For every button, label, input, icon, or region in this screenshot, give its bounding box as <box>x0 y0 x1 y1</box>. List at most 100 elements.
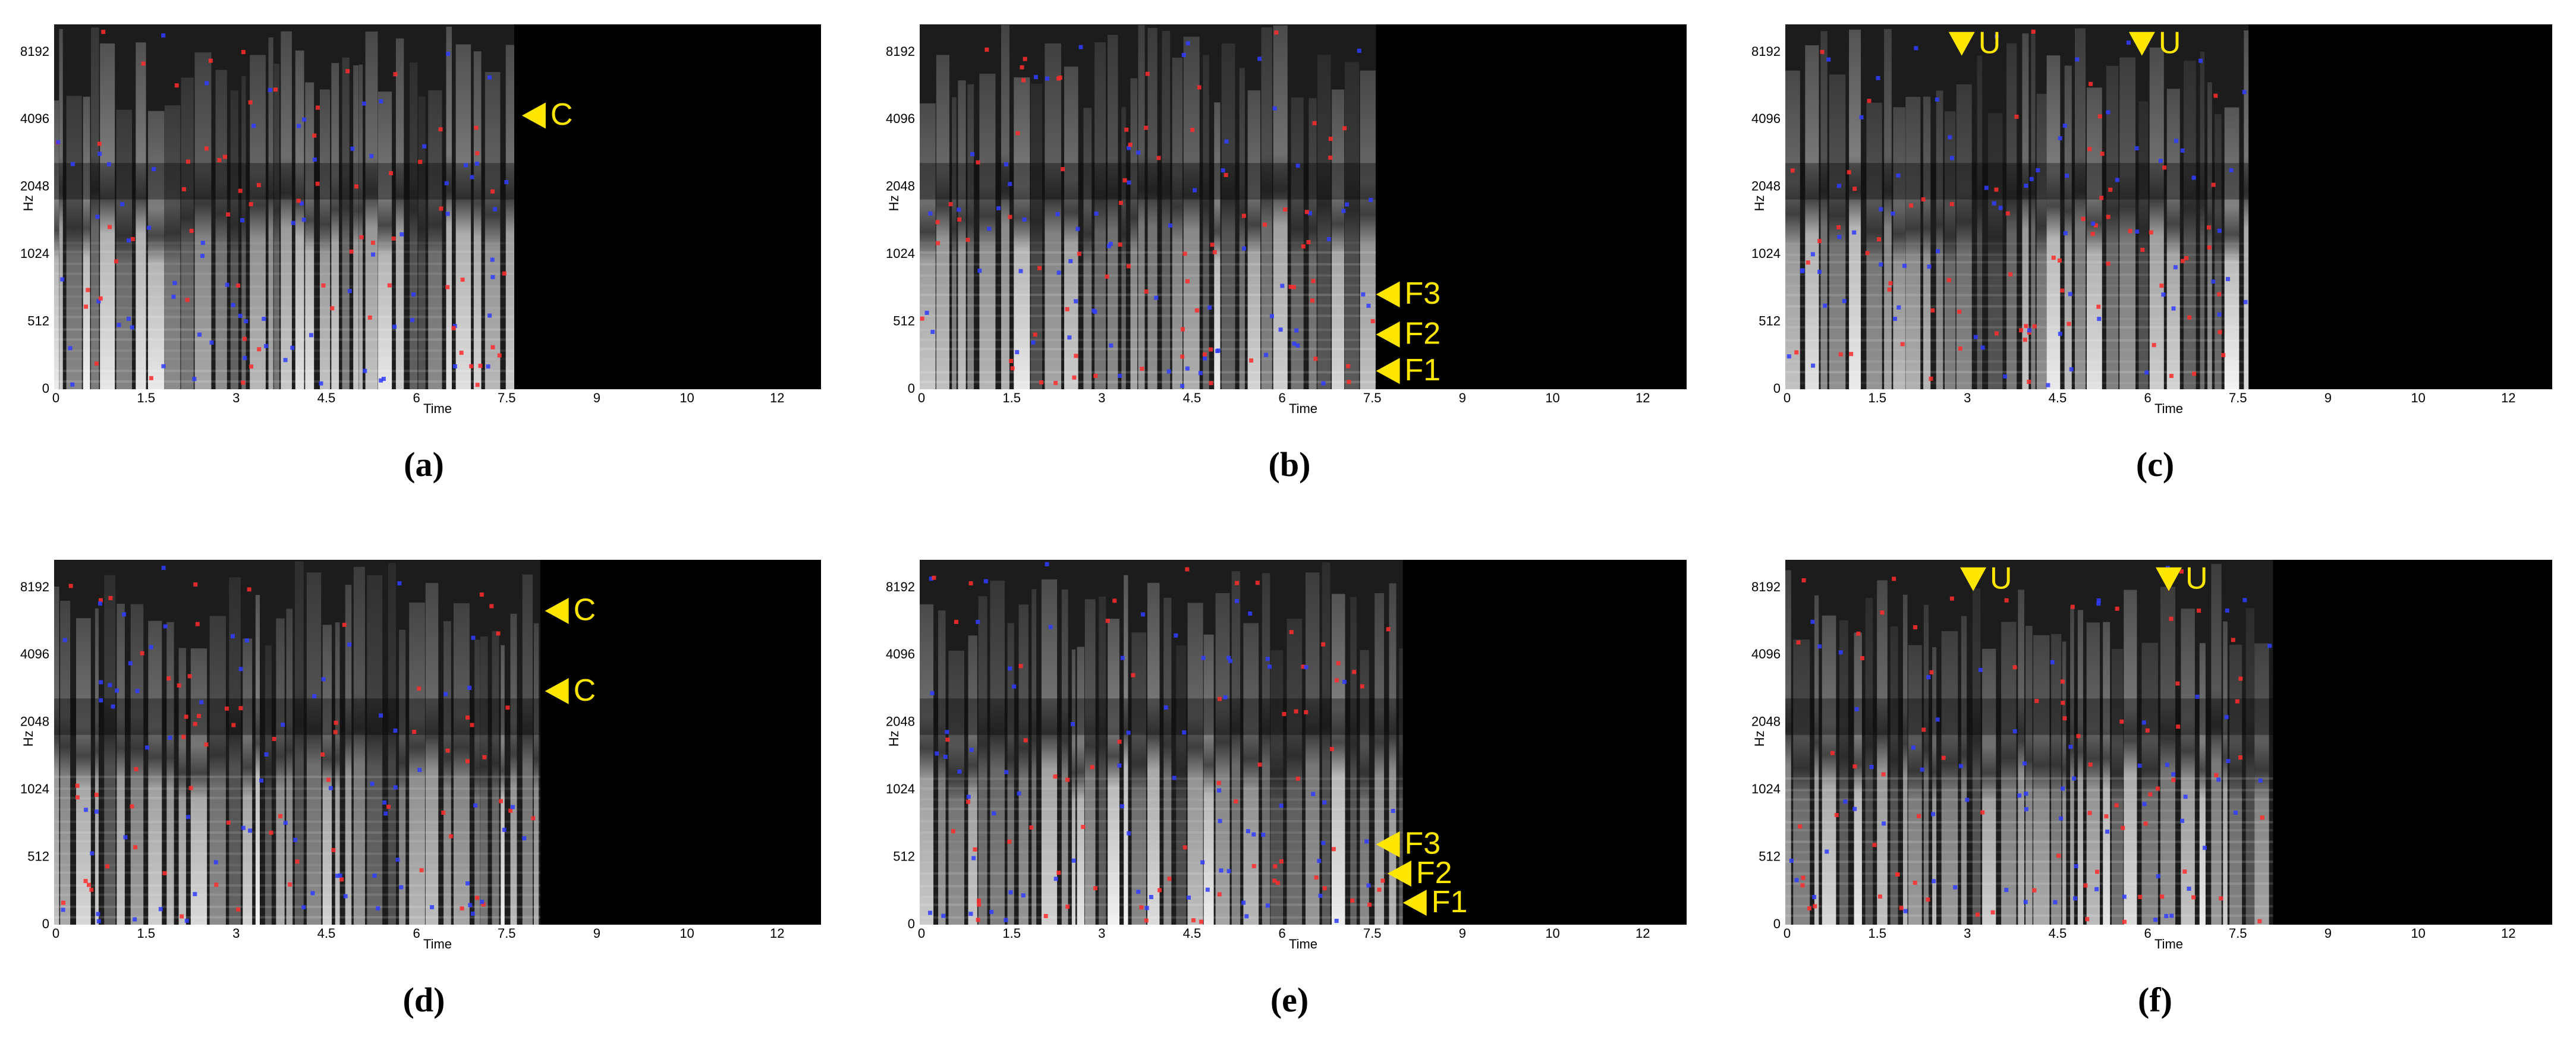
spectrogram-point <box>2031 29 2036 34</box>
spectrogram-point <box>94 792 99 797</box>
x-tick-label: 7.5 <box>2229 390 2247 405</box>
spectrogram-point <box>954 620 958 625</box>
y-tick-label: 8192 <box>1751 44 1781 59</box>
spectrogram-point <box>1278 327 1283 332</box>
spectrogram-texture <box>1785 570 1791 925</box>
spectrogram-texture <box>1084 599 1096 925</box>
spectrogram-point <box>347 289 352 294</box>
spectrogram-texture <box>474 639 480 925</box>
spectrogram-texture <box>1785 261 2249 264</box>
spectrogram-point <box>226 212 231 217</box>
spectrogram-point <box>283 821 288 825</box>
spectrogram-point <box>387 283 392 288</box>
spectrogram-point <box>181 735 186 739</box>
spectrogram-point <box>61 907 65 912</box>
spectrogram-point <box>444 692 448 696</box>
spectrogram-point <box>2115 178 2119 182</box>
spectrogram-point <box>2171 778 2176 783</box>
spectrogram-texture <box>1785 285 2249 288</box>
spectrogram-point <box>2097 317 2102 321</box>
x-tick-label: 10 <box>2411 390 2425 405</box>
spectrogram-point <box>1796 640 1801 645</box>
spectrogram-point <box>445 748 450 753</box>
spectrogram-point <box>1946 278 1951 282</box>
spectrogram-texture <box>190 648 207 925</box>
spectrogram-texture <box>117 604 125 925</box>
spectrogram-point <box>920 316 924 321</box>
spectrogram-point <box>345 69 350 74</box>
spectrogram-point <box>1094 211 1099 216</box>
spectrogram-point <box>2148 792 2153 797</box>
spectrogram-texture <box>353 566 365 925</box>
spectrogram-point <box>1920 767 1924 772</box>
spectrogram-point <box>493 207 498 212</box>
spectrogram-point <box>2096 598 2101 603</box>
spectrogram-texture <box>1923 96 1931 389</box>
spectrogram-texture <box>181 77 194 389</box>
spectrogram-point <box>1126 730 1131 735</box>
x-tick-label: 9 <box>593 390 600 405</box>
spectrogram-point <box>465 759 470 764</box>
spectrogram-point <box>133 917 137 922</box>
spectrogram-point <box>1865 251 1870 256</box>
spectrogram-point <box>487 75 492 80</box>
spectrogram-point <box>1836 184 1841 188</box>
spectrogram-point <box>347 642 352 647</box>
spectrogram-point <box>2032 888 2037 893</box>
spectrogram-point <box>241 825 246 830</box>
spectrogram-texture <box>54 163 514 200</box>
spectrogram-texture <box>1203 634 1214 925</box>
spectrogram-point <box>1163 705 1168 710</box>
spectrogram-point <box>1794 878 1799 882</box>
spectrogram-point <box>339 877 344 882</box>
y-tick-label: 0 <box>908 381 915 396</box>
spectrogram-point <box>2046 383 2050 387</box>
spectrogram-point <box>1903 909 1908 913</box>
spectrogram-point <box>1065 307 1070 311</box>
spectrogram-point <box>1136 150 1141 155</box>
caption: (c) <box>2136 445 2174 484</box>
y-tick-label: 2048 <box>1751 179 1781 194</box>
spectrogram-point <box>213 860 218 865</box>
spectrogram-point <box>1973 335 1978 339</box>
spectrogram-point <box>1004 918 1008 922</box>
x-tick-label: 7.5 <box>1363 390 1382 405</box>
spectrogram-point <box>1949 596 1954 601</box>
spectrogram-point <box>2093 223 2098 228</box>
spectrogram-point <box>976 160 980 165</box>
spectrogram-texture <box>1785 348 2249 351</box>
spectrogram-point <box>2024 324 2028 329</box>
spectrogram-point <box>238 188 243 193</box>
spectrogram-point <box>1838 352 1843 357</box>
spectrogram-point <box>369 154 374 159</box>
spectrogram-point <box>2097 114 2102 119</box>
spectrogram-texture <box>1785 914 2273 917</box>
spectrogram-point <box>470 723 474 727</box>
spectrogram-point <box>2171 772 2176 777</box>
spectrogram-point <box>1975 912 1980 917</box>
spectrogram-point <box>108 225 112 229</box>
spectrogram-texture <box>1785 698 2273 735</box>
spectrogram-point <box>130 804 134 809</box>
spectrogram-point <box>1879 262 1883 267</box>
spectrogram-texture <box>1982 648 1996 925</box>
annotation-arrow <box>1948 31 1975 56</box>
spectrogram-point <box>1314 875 1319 880</box>
spectrogram-point <box>1105 274 1109 279</box>
spectrogram-point <box>2242 598 2247 603</box>
spectrogram-point <box>2065 174 2069 178</box>
spectrogram-point <box>497 353 502 358</box>
spectrogram-texture <box>1785 894 2273 897</box>
spectrogram-point <box>1882 821 1886 826</box>
caption: (a) <box>404 445 444 484</box>
spectrogram-texture <box>378 92 392 389</box>
y-tick-label: 4096 <box>20 111 49 126</box>
spectrogram-texture <box>920 339 1376 342</box>
spectrogram-point <box>1929 376 1933 381</box>
spectrogram-texture <box>1785 829 2273 832</box>
spectrogram-point <box>1009 358 1014 363</box>
spectrogram-point <box>1108 241 1113 246</box>
spectrogram-point <box>482 755 487 759</box>
spectrogram-point <box>2159 283 2164 288</box>
spectrogram-point <box>1140 367 1144 371</box>
